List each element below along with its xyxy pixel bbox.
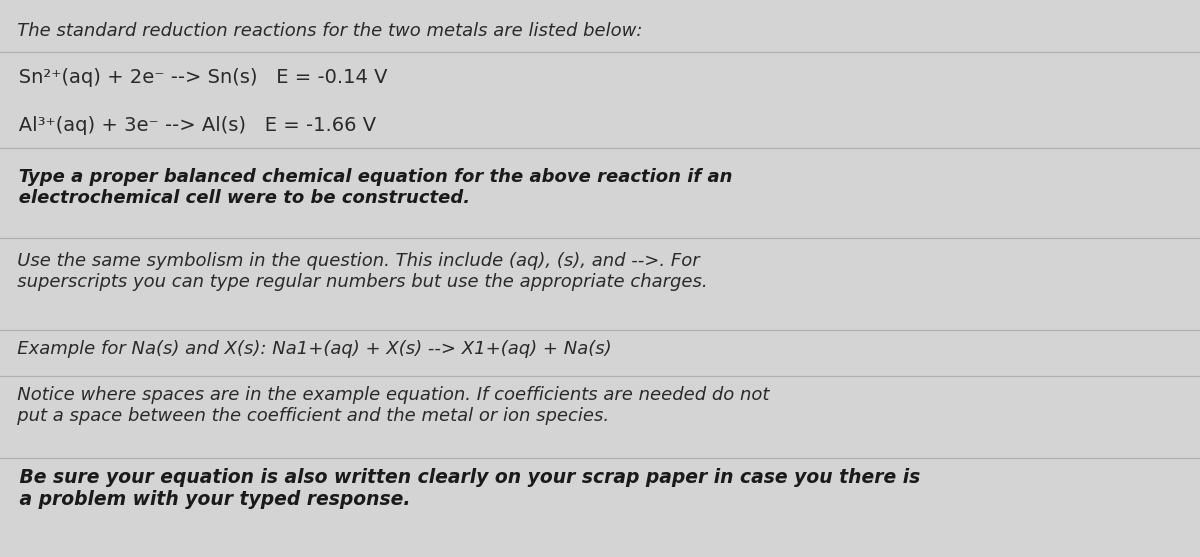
Text: Sn²⁺(aq) + 2e⁻ --> Sn(s)   E = -0.14 V: Sn²⁺(aq) + 2e⁻ --> Sn(s) E = -0.14 V [0,68,388,87]
Text: Example for Na(s) and X(s): Na1+(aq) + X(s) --> X1+(aq) + Na(s): Example for Na(s) and X(s): Na1+(aq) + X… [0,340,612,358]
Text: Al³⁺(aq) + 3e⁻ --> Al(s)   E = -1.66 V: Al³⁺(aq) + 3e⁻ --> Al(s) E = -1.66 V [0,116,376,135]
Text: Be sure your equation is also written clearly on your scrap paper in case you th: Be sure your equation is also written cl… [0,468,920,509]
Text: Type a proper balanced chemical equation for the above reaction if an
   electro: Type a proper balanced chemical equation… [0,168,732,207]
Text: Notice where spaces are in the example equation. If coefficients are needed do n: Notice where spaces are in the example e… [0,386,769,425]
Text: Use the same symbolism in the question. This include (aq), (s), and -->. For
   : Use the same symbolism in the question. … [0,252,708,291]
Text: The standard reduction reactions for the two metals are listed below:: The standard reduction reactions for the… [0,22,642,40]
